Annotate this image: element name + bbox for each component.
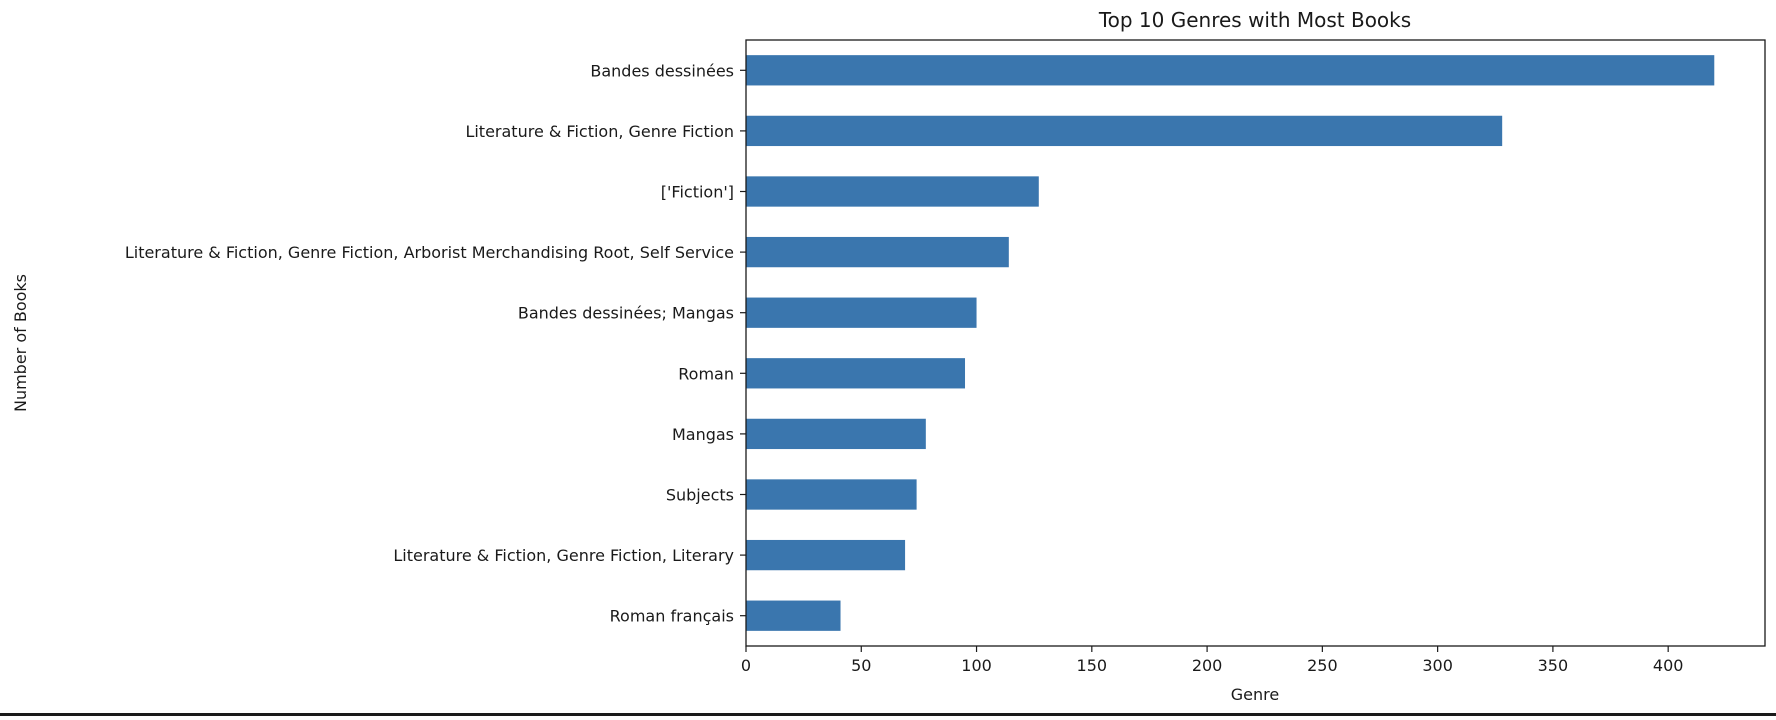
x-tick-label: 400 (1653, 656, 1684, 675)
y-axis-label: Number of Books (11, 274, 30, 412)
category-label: ['Fiction'] (661, 183, 734, 202)
x-tick-label: 250 (1307, 656, 1338, 675)
category-label: Roman français (610, 607, 734, 626)
category-labels: Bandes dessinées Literature & Fiction, Ge… (125, 61, 746, 626)
bar (746, 297, 977, 328)
x-axis-label: Genre (1231, 685, 1279, 704)
category-label: Bandes dessinées; Mangas (518, 304, 734, 323)
x-tick-label: 200 (1192, 656, 1223, 675)
category-label: Roman (678, 364, 734, 383)
bars-layer (746, 55, 1715, 631)
x-tick-label: 50 (851, 656, 871, 675)
bar (746, 479, 917, 510)
chart-title: Top 10 Genres with Most Books (1098, 8, 1411, 32)
plot-frame (745, 39, 1766, 647)
bottom-divider (0, 713, 1776, 716)
category-label: Bandes dessinées (590, 61, 734, 80)
x-tick-label: 350 (1538, 656, 1569, 675)
bar (746, 418, 926, 450)
bar (746, 539, 906, 571)
category-label: Literature & Fiction, Genre Fiction, Lit… (393, 546, 734, 565)
x-tick-label: 300 (1422, 656, 1453, 675)
bar (746, 358, 966, 389)
x-axis-ticks: 0 50 100 150 200 250 300 350 400 (741, 646, 1684, 675)
category-label: Mangas (672, 425, 734, 444)
bar (746, 600, 841, 631)
category-label: Literature & Fiction, Genre Fiction (465, 122, 734, 141)
category-label: Subjects (666, 486, 734, 505)
x-tick-label: 100 (961, 656, 992, 675)
bar (746, 55, 1715, 86)
bar (746, 236, 1009, 268)
x-tick-label: 150 (1077, 656, 1108, 675)
category-label: Literature & Fiction, Genre Fiction, Arb… (125, 243, 734, 262)
x-tick-label: 0 (741, 656, 751, 675)
bar (746, 115, 1503, 147)
bar (746, 176, 1039, 207)
